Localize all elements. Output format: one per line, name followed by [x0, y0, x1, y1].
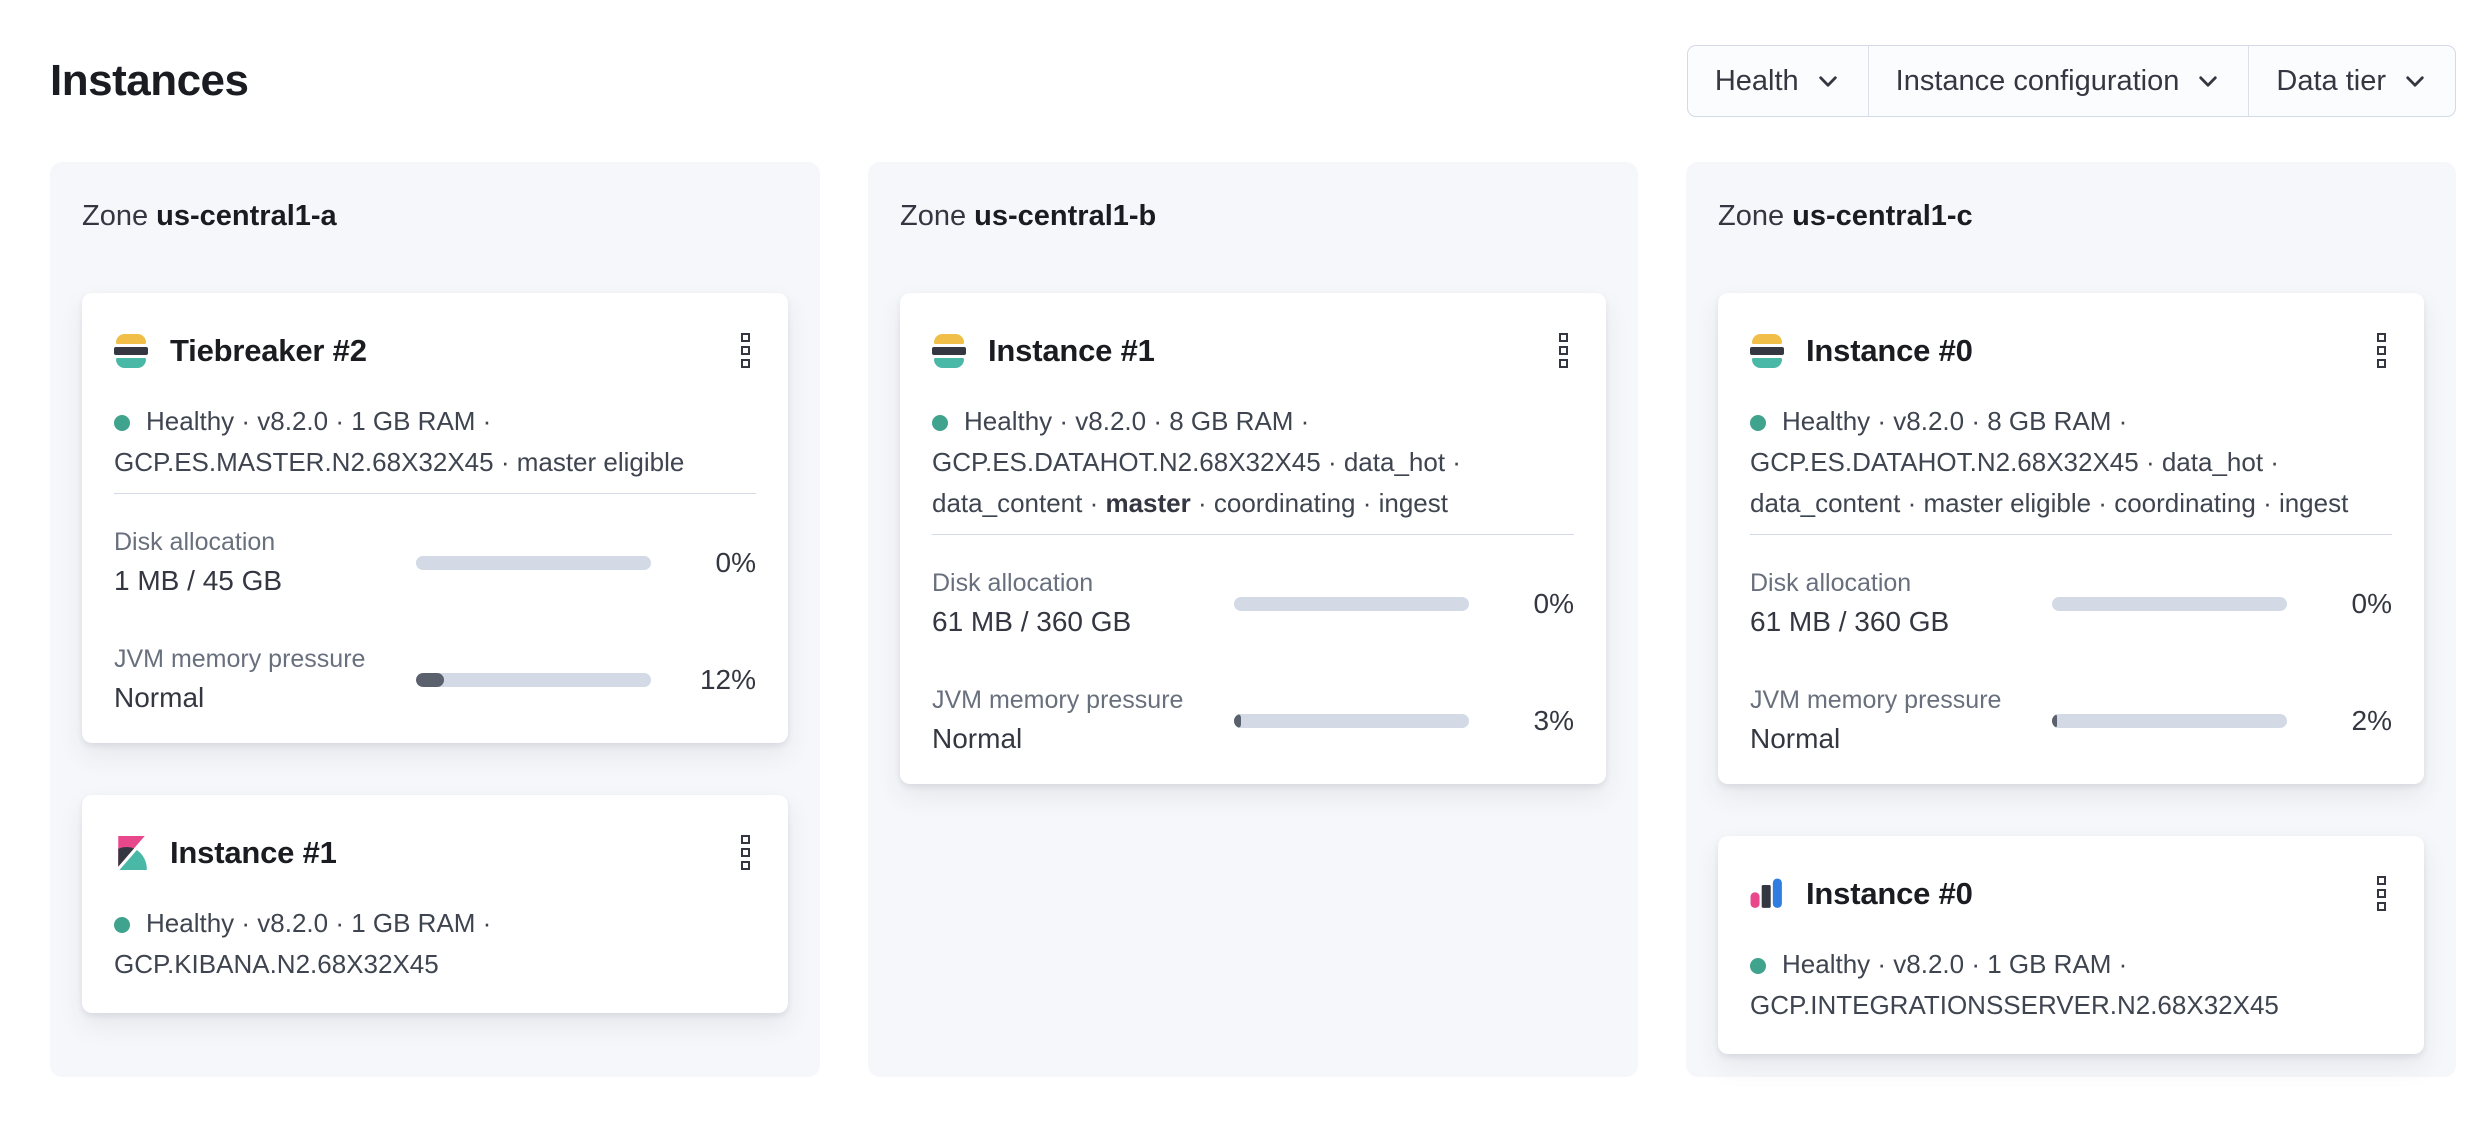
metric-label: Disk allocation: [114, 528, 276, 556]
instance-title: Instance #1: [988, 332, 1155, 368]
chevron-down-icon: [2199, 76, 2218, 87]
metric-label: JVM memory pressure: [932, 686, 1184, 714]
kibana-logo: [118, 835, 147, 870]
filter-instance-configuration-button[interactable]: Instance configuration: [1867, 46, 2249, 116]
zone-name: us-central1-a: [156, 200, 337, 232]
zone-label: Zone us-central1-a: [82, 200, 337, 232]
page-header: Instances Health Instance configuration …: [50, 44, 2456, 118]
metric-value: 61 MB / 360 GB: [1750, 606, 1950, 637]
zones-row: Zone us-central1-a Tiebreaker #2 Healthy…: [50, 162, 2456, 1077]
metric-value: 1 MB / 45 GB: [114, 565, 283, 596]
instances-page: Instances Health Instance configuration …: [0, 44, 2490, 1146]
card-header: Instance #1: [114, 829, 756, 876]
metric-label: Disk allocation: [932, 569, 1094, 597]
metric-jvm-memory-pressure: JVM memory pressure Normal 3%: [932, 685, 1574, 756]
metric-disk-allocation: Disk allocation 61 MB / 360 GB 0%: [932, 568, 1574, 639]
metric-jvm-memory-pressure: JVM memory pressure Normal 2%: [1750, 685, 2392, 756]
instance-card-kibana-1: Instance #1 Healthy · v8.2.0 · 1 GB RAM …: [82, 795, 788, 1013]
filter-data-tier-button[interactable]: Data tier: [2248, 46, 2455, 116]
disk-progress-bar: [416, 555, 651, 570]
filter-instance-configuration-label: Instance configuration: [1895, 64, 2180, 97]
zone-panel-us-central1-b: Zone us-central1-b Instance #1 Healthy ·…: [868, 162, 1638, 1077]
metric-label: JVM memory pressure: [1750, 686, 2002, 714]
metric-percent: 12%: [699, 663, 756, 695]
metric-disk-allocation: Disk allocation 61 MB / 360 GB 0%: [1750, 568, 2392, 639]
metric-label: JVM memory pressure: [114, 645, 366, 673]
health-dot-icon: [932, 415, 948, 431]
card-header: Tiebreaker #2: [114, 327, 756, 374]
metric-value: 61 MB / 360 GB: [932, 606, 1132, 637]
instance-title: Tiebreaker #2: [170, 332, 367, 368]
instance-actions-kebab-icon[interactable]: [2371, 870, 2392, 917]
instance-card-es-1: Instance #1 Healthy · v8.2.0 · 8 GB RAM …: [900, 293, 1606, 784]
progress-fill: [1234, 713, 1242, 728]
jvm-progress-bar: [416, 672, 651, 687]
disk-progress-bar: [1234, 596, 1469, 611]
metric-percent: 0%: [1533, 587, 1574, 619]
instance-meta: Healthy · v8.2.0 · 1 GB RAM · GCP.INTEGR…: [1750, 949, 2279, 1020]
health-dot-icon: [114, 917, 130, 933]
divider: [932, 534, 1574, 535]
health-dot-icon: [114, 415, 130, 431]
chevron-down-icon: [1818, 76, 1837, 87]
instance-card-es-0: Instance #0 Healthy · v8.2.0 · 8 GB RAM …: [1718, 293, 2424, 784]
jvm-progress-bar: [1234, 713, 1469, 728]
instance-actions-kebab-icon[interactable]: [735, 829, 756, 876]
progress-fill: [416, 672, 445, 687]
instance-actions-kebab-icon[interactable]: [1553, 327, 1574, 374]
health-dot-icon: [1750, 415, 1766, 431]
metric-percent: 2%: [2351, 704, 2392, 736]
metric-percent: 3%: [1533, 704, 1574, 736]
metric-value: Normal: [1750, 723, 1841, 754]
metric-percent: 0%: [2351, 587, 2392, 619]
chevron-down-icon: [2406, 76, 2424, 87]
instance-actions-kebab-icon[interactable]: [735, 327, 756, 374]
page-title: Instances: [50, 56, 249, 105]
zone-name: us-central1-b: [974, 200, 1157, 232]
instance-title: Instance #0: [1806, 332, 1973, 368]
instance-title: Instance #1: [170, 834, 337, 870]
instance-meta: Healthy · v8.2.0 · 1 GB RAM · GCP.KIBANA…: [114, 908, 492, 979]
filter-data-tier-label: Data tier: [2276, 64, 2386, 97]
card-header: Instance #1: [932, 327, 1574, 374]
metric-disk-allocation: Disk allocation 1 MB / 45 GB 0%: [114, 527, 756, 598]
card-header: Instance #0: [1750, 327, 2392, 374]
integrations-server-logo: [1750, 878, 1782, 908]
divider: [1750, 534, 2392, 535]
health-dot-icon: [1750, 958, 1766, 974]
metric-value: Normal: [932, 723, 1023, 754]
instance-meta: Healthy · v8.2.0 · 8 GB RAM · GCP.ES.DAT…: [932, 406, 1461, 518]
zone-panel-us-central1-a: Zone us-central1-a Tiebreaker #2 Healthy…: [50, 162, 820, 1077]
filter-group: Health Instance configuration Data tier: [1686, 45, 2456, 117]
instance-meta: Healthy · v8.2.0 · 8 GB RAM · GCP.ES.DAT…: [1750, 406, 2349, 518]
divider: [114, 493, 756, 494]
elasticsearch-logo: [114, 333, 148, 368]
zone-label: Zone us-central1-c: [1718, 200, 1973, 232]
disk-progress-bar: [2052, 596, 2287, 611]
jvm-progress-bar: [2052, 713, 2287, 728]
instance-title: Instance #0: [1806, 875, 1973, 911]
metric-label: Disk allocation: [1750, 569, 1912, 597]
instance-actions-kebab-icon[interactable]: [2371, 327, 2392, 374]
instance-meta: Healthy · v8.2.0 · 1 GB RAM · GCP.ES.MAS…: [114, 406, 685, 477]
progress-fill: [2052, 713, 2057, 728]
metric-percent: 0%: [715, 546, 756, 578]
elasticsearch-logo: [932, 333, 966, 368]
filter-health-button[interactable]: Health: [1688, 46, 1868, 116]
filter-health-label: Health: [1714, 64, 1799, 97]
instance-card-integrations-0: Instance #0 Healthy · v8.2.0 · 1 GB RAM …: [1718, 836, 2424, 1054]
card-header: Instance #0: [1750, 870, 2392, 917]
zone-label: Zone us-central1-b: [900, 200, 1157, 232]
instance-card-tiebreaker-2: Tiebreaker #2 Healthy · v8.2.0 · 1 GB RA…: [82, 293, 788, 743]
elasticsearch-logo: [1750, 333, 1784, 368]
metric-jvm-memory-pressure: JVM memory pressure Normal 12%: [114, 644, 756, 715]
metric-value: Normal: [114, 682, 205, 713]
zone-panel-us-central1-c: Zone us-central1-c Instance #0 Healthy ·…: [1686, 162, 2456, 1077]
zone-name: us-central1-c: [1792, 200, 1973, 232]
